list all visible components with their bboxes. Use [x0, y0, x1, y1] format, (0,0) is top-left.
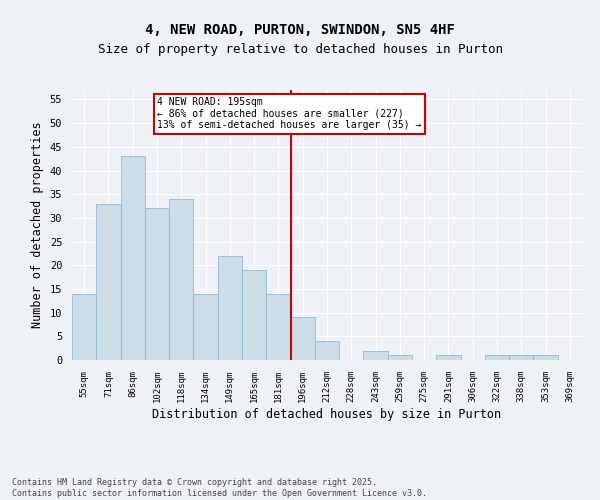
X-axis label: Distribution of detached houses by size in Purton: Distribution of detached houses by size … — [152, 408, 502, 420]
Bar — [242, 270, 266, 360]
Text: Contains HM Land Registry data © Crown copyright and database right 2025.
Contai: Contains HM Land Registry data © Crown c… — [12, 478, 427, 498]
Bar — [388, 356, 412, 360]
Bar — [193, 294, 218, 360]
Bar — [485, 356, 509, 360]
Bar — [72, 294, 96, 360]
Bar — [509, 356, 533, 360]
Bar — [145, 208, 169, 360]
Bar — [218, 256, 242, 360]
Bar — [121, 156, 145, 360]
Bar — [266, 294, 290, 360]
Text: Size of property relative to detached houses in Purton: Size of property relative to detached ho… — [97, 42, 503, 56]
Bar — [169, 199, 193, 360]
Y-axis label: Number of detached properties: Number of detached properties — [31, 122, 44, 328]
Bar — [96, 204, 121, 360]
Bar — [364, 350, 388, 360]
Text: 4 NEW ROAD: 195sqm
← 86% of detached houses are smaller (227)
13% of semi-detach: 4 NEW ROAD: 195sqm ← 86% of detached hou… — [157, 97, 421, 130]
Bar — [315, 341, 339, 360]
Text: 4, NEW ROAD, PURTON, SWINDON, SN5 4HF: 4, NEW ROAD, PURTON, SWINDON, SN5 4HF — [145, 22, 455, 36]
Bar — [436, 356, 461, 360]
Bar — [533, 356, 558, 360]
Bar — [290, 318, 315, 360]
